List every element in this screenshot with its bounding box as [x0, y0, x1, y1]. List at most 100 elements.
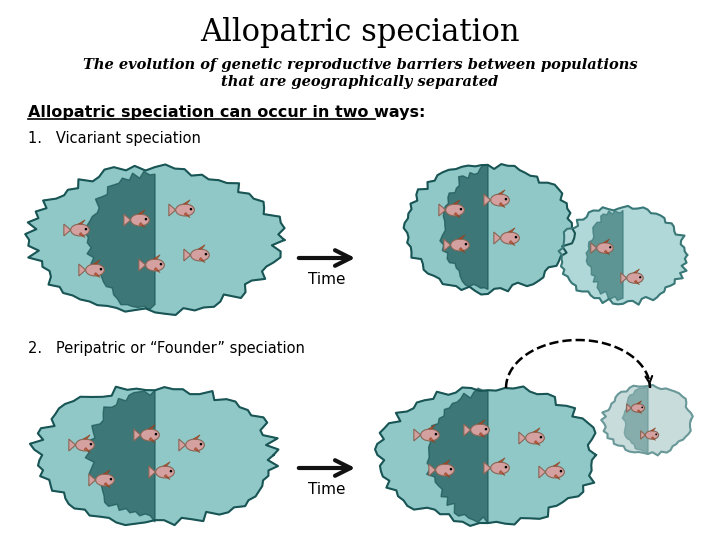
Polygon shape	[375, 387, 596, 526]
Polygon shape	[499, 470, 505, 476]
Text: that are geographically separated: that are geographically separated	[221, 75, 499, 89]
Circle shape	[515, 236, 517, 239]
Circle shape	[189, 208, 192, 211]
Polygon shape	[479, 433, 485, 437]
Polygon shape	[604, 250, 610, 255]
Text: 1.   Vicariant speciation: 1. Vicariant speciation	[28, 131, 201, 145]
Polygon shape	[78, 220, 85, 224]
Ellipse shape	[140, 429, 159, 441]
Ellipse shape	[96, 474, 114, 486]
Polygon shape	[454, 200, 460, 204]
Ellipse shape	[156, 466, 174, 478]
Polygon shape	[104, 483, 110, 488]
Circle shape	[642, 407, 643, 408]
Polygon shape	[454, 213, 460, 218]
Circle shape	[85, 228, 87, 231]
Polygon shape	[184, 249, 191, 261]
Polygon shape	[494, 232, 500, 244]
Polygon shape	[69, 439, 76, 451]
Polygon shape	[553, 462, 560, 466]
Polygon shape	[404, 164, 575, 294]
Polygon shape	[163, 462, 170, 466]
Polygon shape	[499, 202, 505, 208]
Polygon shape	[64, 224, 71, 236]
Polygon shape	[519, 432, 526, 444]
Ellipse shape	[420, 429, 439, 441]
Polygon shape	[169, 204, 176, 216]
Ellipse shape	[436, 464, 454, 476]
Polygon shape	[652, 437, 656, 441]
Polygon shape	[89, 474, 96, 486]
Polygon shape	[138, 210, 145, 214]
Polygon shape	[586, 211, 623, 300]
Ellipse shape	[626, 273, 643, 284]
Circle shape	[109, 478, 112, 481]
Text: Time: Time	[308, 483, 346, 497]
Polygon shape	[534, 441, 540, 446]
Polygon shape	[641, 431, 645, 439]
Polygon shape	[439, 204, 446, 216]
Polygon shape	[25, 165, 284, 315]
Polygon shape	[139, 222, 145, 228]
Polygon shape	[199, 258, 205, 262]
Polygon shape	[134, 429, 140, 441]
Polygon shape	[94, 260, 100, 264]
Circle shape	[505, 198, 507, 200]
Polygon shape	[164, 475, 170, 480]
Polygon shape	[603, 239, 610, 243]
Circle shape	[170, 470, 172, 472]
Circle shape	[464, 243, 467, 245]
Polygon shape	[148, 425, 155, 429]
Polygon shape	[626, 404, 631, 412]
Polygon shape	[84, 435, 90, 439]
Polygon shape	[414, 429, 420, 441]
Ellipse shape	[130, 214, 149, 226]
Polygon shape	[194, 448, 200, 453]
Polygon shape	[554, 475, 560, 480]
Ellipse shape	[186, 439, 204, 451]
Polygon shape	[509, 240, 515, 246]
Polygon shape	[459, 235, 465, 239]
Circle shape	[505, 466, 507, 468]
Polygon shape	[590, 243, 597, 253]
Polygon shape	[193, 435, 200, 439]
Polygon shape	[444, 460, 450, 464]
Polygon shape	[484, 462, 490, 474]
Polygon shape	[103, 470, 110, 474]
Circle shape	[459, 208, 462, 211]
Circle shape	[639, 276, 642, 279]
Polygon shape	[428, 425, 435, 429]
Circle shape	[99, 268, 102, 271]
Polygon shape	[484, 194, 490, 206]
Polygon shape	[154, 267, 160, 273]
Polygon shape	[622, 387, 648, 454]
Text: Time: Time	[308, 273, 346, 287]
Polygon shape	[149, 437, 155, 443]
Polygon shape	[184, 200, 190, 204]
Polygon shape	[79, 233, 85, 238]
Polygon shape	[429, 437, 435, 443]
Polygon shape	[30, 387, 279, 525]
Polygon shape	[651, 428, 656, 431]
Text: Allopatric speciation: Allopatric speciation	[200, 17, 520, 48]
Polygon shape	[444, 239, 451, 251]
Ellipse shape	[76, 439, 94, 451]
Circle shape	[160, 263, 162, 266]
Ellipse shape	[145, 259, 164, 271]
Polygon shape	[124, 214, 130, 226]
Ellipse shape	[451, 239, 469, 251]
Polygon shape	[621, 273, 626, 284]
Circle shape	[155, 433, 157, 435]
Ellipse shape	[526, 432, 544, 444]
Polygon shape	[79, 264, 86, 276]
Polygon shape	[84, 172, 155, 310]
Circle shape	[199, 443, 202, 445]
Circle shape	[450, 468, 452, 470]
Polygon shape	[153, 255, 160, 259]
Ellipse shape	[471, 424, 490, 436]
Ellipse shape	[191, 249, 210, 261]
Polygon shape	[637, 410, 642, 414]
Polygon shape	[464, 424, 471, 436]
Ellipse shape	[597, 243, 613, 253]
Polygon shape	[636, 401, 642, 404]
